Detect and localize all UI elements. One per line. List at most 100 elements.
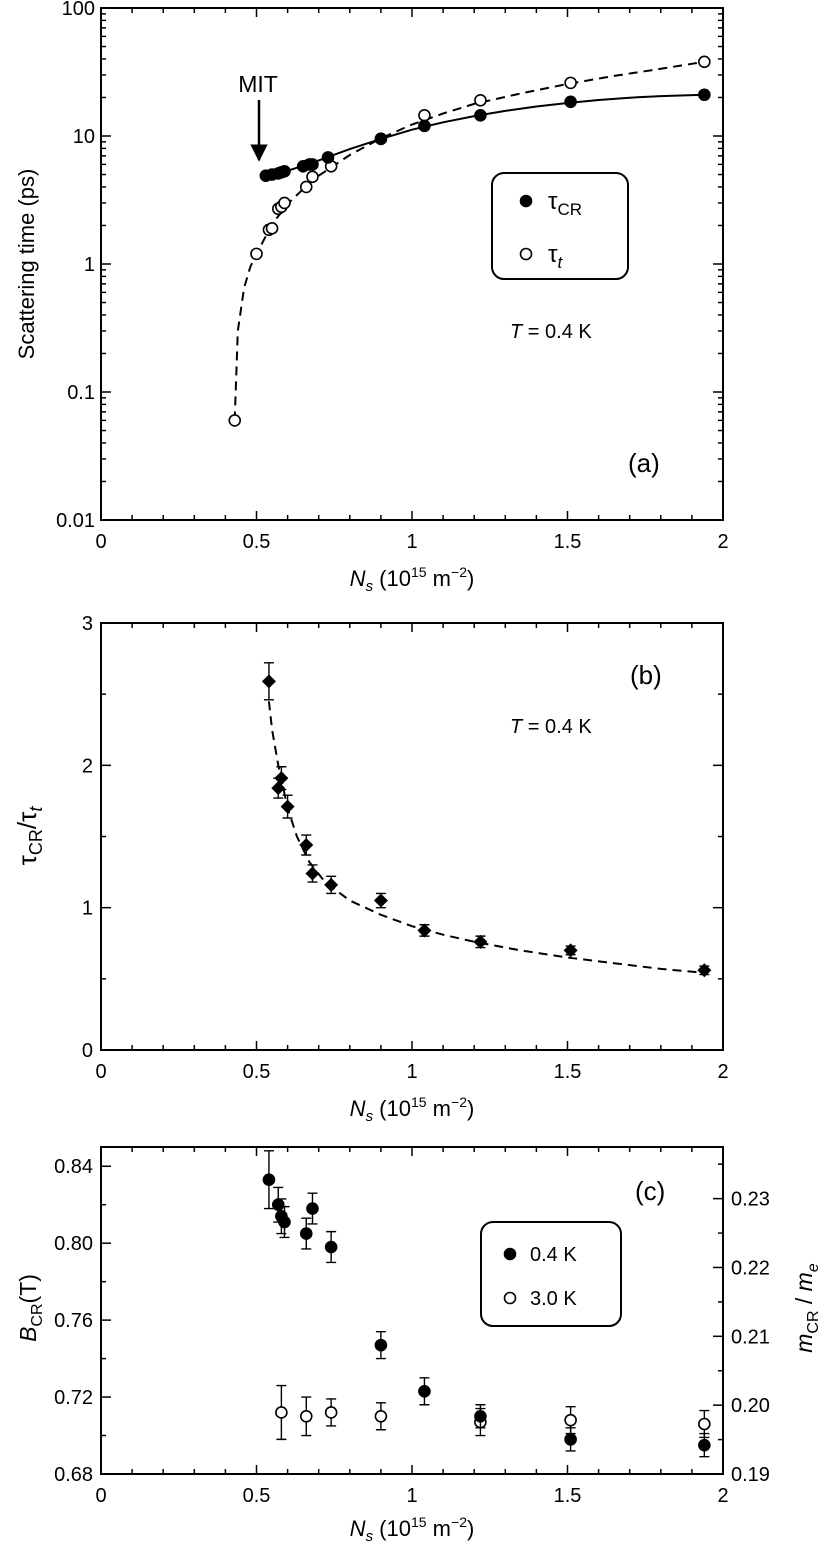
panel-b-y-axis-label: τCR/τt [12,806,46,866]
ratio-point [324,877,339,892]
panel-a: 0 0.5 1 1.5 2 0.01 0.1 1 10 100 Scattering time (… [14,0,729,595]
panel-c: 0 0.5 1 1.5 2 0.68 0.72 0.76 0.80 0.84 0.19 0.20 0.2… [15,1146,822,1542]
panel-c-legend: 0.4 K 3.0 K [480,1221,622,1327]
panel-a-x-tick-label: 0.5 [243,531,271,553]
bcr-3k-point [698,1417,711,1431]
ratio-point [563,943,578,958]
tau-cr-point [306,158,319,171]
panel-b-x-axis-label: Ns (1015 m−2) [350,1094,475,1125]
panel-a-legend: τCR τt [491,172,629,280]
ratio-point [280,799,295,814]
panel-c-y2-tick-label: 0.22 [731,1257,770,1279]
tau-t-point [474,94,487,107]
legend-marker-tau-cr [519,194,533,208]
ratio-point [473,934,488,949]
tau-cr-point [564,95,577,109]
tau-t-point [278,196,291,210]
panel-b-x-tick-label: 0.5 [243,1061,271,1083]
panel-a-data-points [228,55,711,427]
panel-a-temperature: T = 0.4 K [510,321,592,343]
tau-t-point [299,180,313,194]
bcr-3k-point [275,1406,288,1419]
panel-c-y-tick-label: 0.84 [54,1156,93,1178]
tau-t-point [306,170,319,184]
bcr-04k-point [306,1202,319,1215]
panel-a-fit-curves [233,60,705,421]
panel-c-x-tick-label: 0 [95,1485,106,1507]
panel-b-y-tick-label: 1 [82,898,93,920]
ratio-point [305,866,320,881]
bcr-04k-point [564,1433,577,1446]
mit-annotation-label: MIT [238,71,278,97]
panel-c-x-tick-label: 1 [406,1485,417,1507]
panel-a-tick-labels: 0 0.5 1 1.5 2 0.01 0.1 1 10 100 [56,0,729,553]
panel-b-label: (b) [630,660,662,690]
panel-b-x-tick-label: 1.5 [554,1061,582,1083]
panel-c-y-tick-label: 0.68 [54,1464,93,1486]
ratio-point [299,838,314,853]
panel-b-y-tick-label: 0 [82,1040,93,1062]
panel-c-y-axis-label: BCR(T) [15,1274,46,1342]
panel-c-y-tick-label: 0.72 [54,1387,93,1409]
ratio-guide-curve [267,701,708,975]
bcr-3k-point [564,1413,577,1427]
bcr-04k-point [271,1198,285,1212]
tau-t-point [228,414,242,427]
panel-c-x-tick-label: 0.5 [243,1485,271,1507]
tau-t-point [698,55,711,69]
legend-label-3-0k: 3.0 K [530,1288,577,1310]
tau-t-point [265,222,279,235]
bcr-04k-point [418,1384,431,1398]
panel-a-y-tick-label: 0.1 [67,382,95,404]
panel-c-data-points [262,1150,711,1458]
tau-cr-point [698,88,711,102]
bcr-04k-point [262,1173,276,1186]
panel-b-temperature: T = 0.4 K [510,716,592,738]
tau-cr-point [374,132,388,146]
panel-b-data-points [261,662,712,978]
panel-a-label: (a) [628,448,660,478]
panel-b-x-tick-label: 2 [717,1061,728,1083]
bcr-04k-point [698,1438,711,1452]
tau-t-point [564,76,577,90]
ratio-point [274,771,289,786]
tau-cr-point [418,119,431,133]
legend-label-tau-cr: τCR [548,188,582,219]
panel-a-x-tick-label: 1 [406,531,417,553]
tau-cr-point [474,109,487,122]
tau-cr-point [278,164,291,178]
panel-a-x-tick-label: 1.5 [554,531,582,553]
panel-b-fit-curves [267,701,708,975]
panel-a-y-tick-label: 100 [62,0,95,20]
panel-a-y-axis-label: Scattering time (ps) [14,169,39,360]
panel-b-x-tick-label: 1 [406,1061,417,1083]
panel-c-x-axis-label: Ns (1015 m−2) [350,1514,475,1542]
panel-a-x-axis-label: Ns (1015 m−2) [350,564,475,595]
ratio-point [261,674,276,689]
panel-a-y-tick-label: 0.01 [56,510,95,532]
panel-c-tick-labels: 0 0.5 1 1.5 2 0.68 0.72 0.76 0.80 0.84 0.19 0.20 0.2… [54,1156,770,1507]
panel-b-ticks [100,622,724,1051]
panel-a-y-tick-label: 10 [73,126,95,148]
legend-marker-3-0k [503,1291,517,1305]
panel-b-tick-labels: 0 0.5 1 1.5 2 0 1 2 3 [82,613,729,1083]
tau-cr-point [321,151,335,164]
panel-c-y2-tick-label: 0.23 [731,1189,770,1211]
bcr-04k-point [474,1409,487,1423]
panel-c-y-tick-label: 0.80 [54,1233,93,1255]
panel-b: 0 0.5 1 1.5 2 0 1 2 3 τCR/τt Ns (1015 m−2) (b) T… [12,613,729,1125]
panel-c-y-tick-label: 0.76 [54,1310,93,1332]
panel-c-y2-tick-label: 0.20 [731,1395,770,1417]
panel-c-y2-tick-label: 0.21 [731,1326,770,1348]
panel-a-ticks [100,7,724,521]
bcr-04k-point [278,1215,291,1229]
panel-a-x-tick-label: 2 [717,531,728,553]
panel-b-y-tick-label: 3 [82,613,93,635]
bcr-04k-point [374,1338,388,1352]
legend-marker-0-4k [503,1247,517,1261]
panel-c-x-tick-label: 2 [717,1485,728,1507]
panel-a-y-tick-label: 1 [84,254,95,276]
ratio-point [373,893,388,908]
panel-c-right-y-axis-label: mCR / me [791,1263,822,1353]
